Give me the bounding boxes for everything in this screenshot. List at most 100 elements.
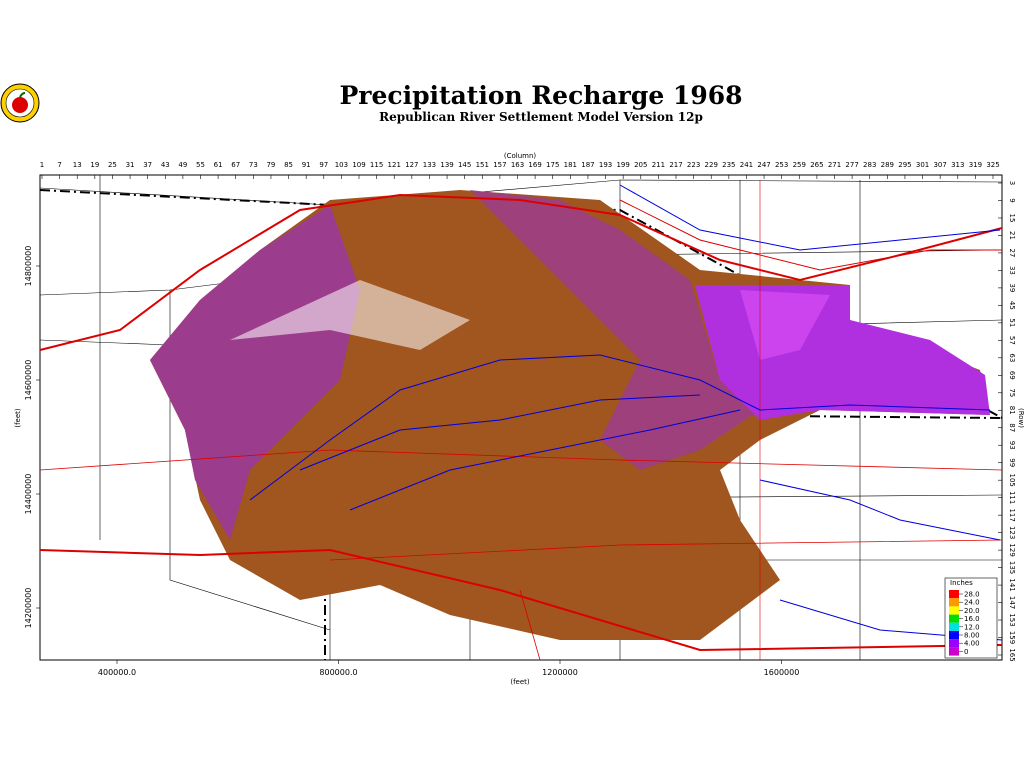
- legend-swatch: [949, 631, 959, 640]
- column-tick-label: 85: [284, 161, 293, 169]
- row-tick-label: 135: [1008, 561, 1016, 574]
- row-tick-label: 153: [1008, 613, 1016, 626]
- column-tick-label: 121: [388, 161, 401, 169]
- x-tick-label: 1200000: [542, 668, 578, 677]
- column-tick-label: 271: [828, 161, 841, 169]
- row-tick-label: 51: [1008, 318, 1016, 327]
- column-tick-label: 307: [933, 161, 946, 169]
- column-tick-label: 295: [898, 161, 911, 169]
- row-tick-label: 39: [1008, 283, 1016, 292]
- column-tick-label: 61: [214, 161, 223, 169]
- column-tick-label: 289: [881, 161, 894, 169]
- column-tick-label: 265: [810, 161, 823, 169]
- column-tick-label: 301: [916, 161, 929, 169]
- row-tick-label: 63: [1008, 353, 1016, 362]
- legend-label: 12.0: [964, 623, 980, 631]
- legend-label: 24.0: [964, 599, 980, 607]
- column-tick-label: 13: [73, 161, 82, 169]
- x-tick-label: 1600000: [764, 668, 800, 677]
- column-tick-label: 43: [161, 161, 170, 169]
- row-tick-label: 87: [1008, 423, 1016, 432]
- column-tick-label: 109: [352, 161, 365, 169]
- legend-label: 8.00: [964, 632, 980, 640]
- row-tick-label: 159: [1008, 631, 1016, 644]
- column-tick-label: 133: [423, 161, 436, 169]
- legend-swatch: [949, 606, 959, 615]
- column-tick-label: 217: [669, 161, 682, 169]
- column-tick-label: 319: [969, 161, 982, 169]
- column-tick-label: 19: [90, 161, 99, 169]
- row-tick-label: 123: [1008, 526, 1016, 539]
- column-tick-label: 259: [793, 161, 806, 169]
- y-axis-label: (feet): [14, 408, 22, 428]
- column-tick-label: 1: [40, 161, 44, 169]
- row-tick-label: 3: [1008, 181, 1016, 185]
- column-tick-label: 169: [528, 161, 541, 169]
- column-tick-label: 235: [722, 161, 735, 169]
- column-axis-label: (Column): [504, 152, 537, 160]
- column-tick-label: 139: [440, 161, 453, 169]
- legend-title: Inches: [950, 579, 973, 587]
- row-tick-label: 69: [1008, 371, 1016, 380]
- row-tick-label: 81: [1008, 406, 1016, 415]
- row-axis-label: (Row): [1017, 408, 1024, 428]
- column-tick-label: 79: [266, 161, 275, 169]
- recharge-zone: [740, 290, 830, 360]
- column-tick-label: 37: [143, 161, 152, 169]
- column-tick-label: 97: [319, 161, 328, 169]
- column-tick-label: 7: [57, 161, 61, 169]
- row-tick-label: 141: [1008, 578, 1016, 591]
- column-tick-label: 205: [634, 161, 647, 169]
- legend-swatch: [949, 598, 959, 607]
- legend-label: 16.0: [964, 615, 980, 623]
- column-tick-label: 199: [616, 161, 629, 169]
- row-tick-label: 75: [1008, 388, 1016, 397]
- no-data: [230, 280, 470, 350]
- x-tick-label: 400000.0: [98, 668, 136, 677]
- column-tick-label: 325: [986, 161, 999, 169]
- column-tick-label: 127: [405, 161, 418, 169]
- column-tick-label: 277: [845, 161, 858, 169]
- row-tick-label: 129: [1008, 543, 1016, 556]
- state-border: [329, 411, 1003, 419]
- row-tick-label: 93: [1008, 441, 1016, 450]
- column-tick-label: 313: [951, 161, 964, 169]
- column-tick-label: 163: [511, 161, 524, 169]
- column-tick-label: 211: [652, 161, 665, 169]
- column-tick-label: 283: [863, 161, 876, 169]
- row-tick-label: 57: [1008, 336, 1016, 345]
- column-tick-label: 175: [546, 161, 559, 169]
- row-tick-label: 165: [1008, 648, 1016, 661]
- column-tick-label: 115: [370, 161, 383, 169]
- legend: Inches 28.024.020.016.012.08.004.000: [944, 577, 998, 659]
- legend-swatch: [949, 590, 959, 599]
- column-tick-label: 241: [740, 161, 753, 169]
- row-tick-label: 27: [1008, 248, 1016, 257]
- recharge-zone: [150, 205, 360, 540]
- row-tick-label: 105: [1008, 473, 1016, 486]
- column-tick-label: 91: [302, 161, 311, 169]
- legend-swatch: [949, 622, 959, 631]
- row-tick-label: 33: [1008, 266, 1016, 275]
- row-tick-label: 117: [1008, 508, 1016, 521]
- legend-label: 20.0: [964, 607, 980, 615]
- roads: [39, 180, 1003, 661]
- row-tick-label: 21: [1008, 231, 1016, 240]
- y-tick-label: 14200000: [24, 588, 33, 629]
- map: [39, 174, 1003, 661]
- legend-swatch: [949, 647, 959, 656]
- column-tick-label: 193: [599, 161, 612, 169]
- column-tick-label: 157: [493, 161, 506, 169]
- row-tick-label: 147: [1008, 596, 1016, 609]
- legend-label: 0: [964, 648, 968, 656]
- column-tick-label: 253: [775, 161, 788, 169]
- column-tick-label: 25: [108, 161, 117, 169]
- legend-swatch: [949, 639, 959, 648]
- column-tick-label: 49: [178, 161, 187, 169]
- x-axis-label: (feet): [510, 678, 530, 686]
- column-tick-label: 67: [231, 161, 240, 169]
- column-tick-label: 145: [458, 161, 471, 169]
- column-tick-label: 229: [705, 161, 718, 169]
